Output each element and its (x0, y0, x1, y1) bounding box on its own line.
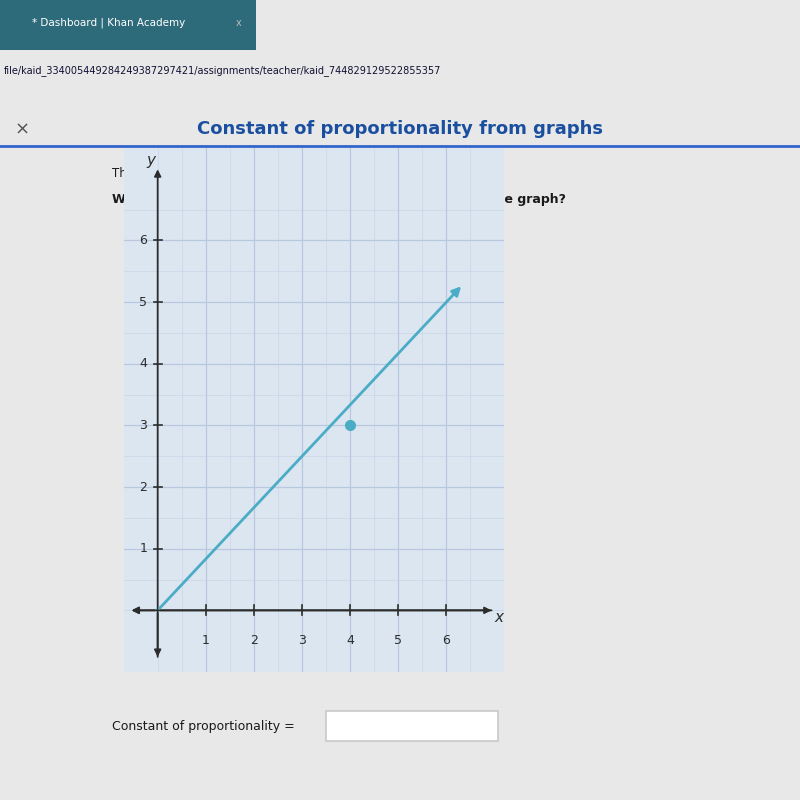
Text: 4: 4 (139, 358, 147, 370)
FancyBboxPatch shape (0, 0, 256, 50)
Text: 4: 4 (346, 634, 354, 646)
Text: in the graph?: in the graph? (468, 193, 566, 206)
Text: 6: 6 (139, 234, 147, 247)
Text: y: y (414, 193, 422, 206)
Text: 1: 1 (139, 542, 147, 555)
Text: 2: 2 (250, 634, 258, 646)
FancyBboxPatch shape (326, 711, 498, 741)
Text: Constant of proportionality from graphs: Constant of proportionality from graphs (197, 120, 603, 138)
Text: * Dashboard | Khan Academy: * Dashboard | Khan Academy (32, 18, 186, 28)
Text: What is the constant of proportionality between: What is the constant of proportionality … (112, 193, 455, 206)
Text: file/kaid_334005449284249387297421/assignments/teacher/kaid_744829129522855357: file/kaid_334005449284249387297421/assig… (4, 66, 442, 76)
Text: y: y (146, 153, 155, 168)
Text: The following graph shows a proportional relationship.: The following graph shows a proportional… (112, 167, 434, 180)
Text: x: x (236, 18, 242, 28)
Text: and: and (427, 193, 462, 206)
Text: 3: 3 (298, 634, 306, 646)
Text: 6: 6 (442, 634, 450, 646)
Text: 2: 2 (139, 481, 147, 494)
Text: ×: × (14, 120, 30, 138)
Text: x: x (494, 610, 504, 626)
Text: 5: 5 (139, 296, 147, 309)
Text: 5: 5 (394, 634, 402, 646)
Text: x: x (456, 193, 464, 206)
Text: 1: 1 (202, 634, 210, 646)
Text: Constant of proportionality =: Constant of proportionality = (112, 720, 294, 733)
Text: 3: 3 (139, 419, 147, 432)
